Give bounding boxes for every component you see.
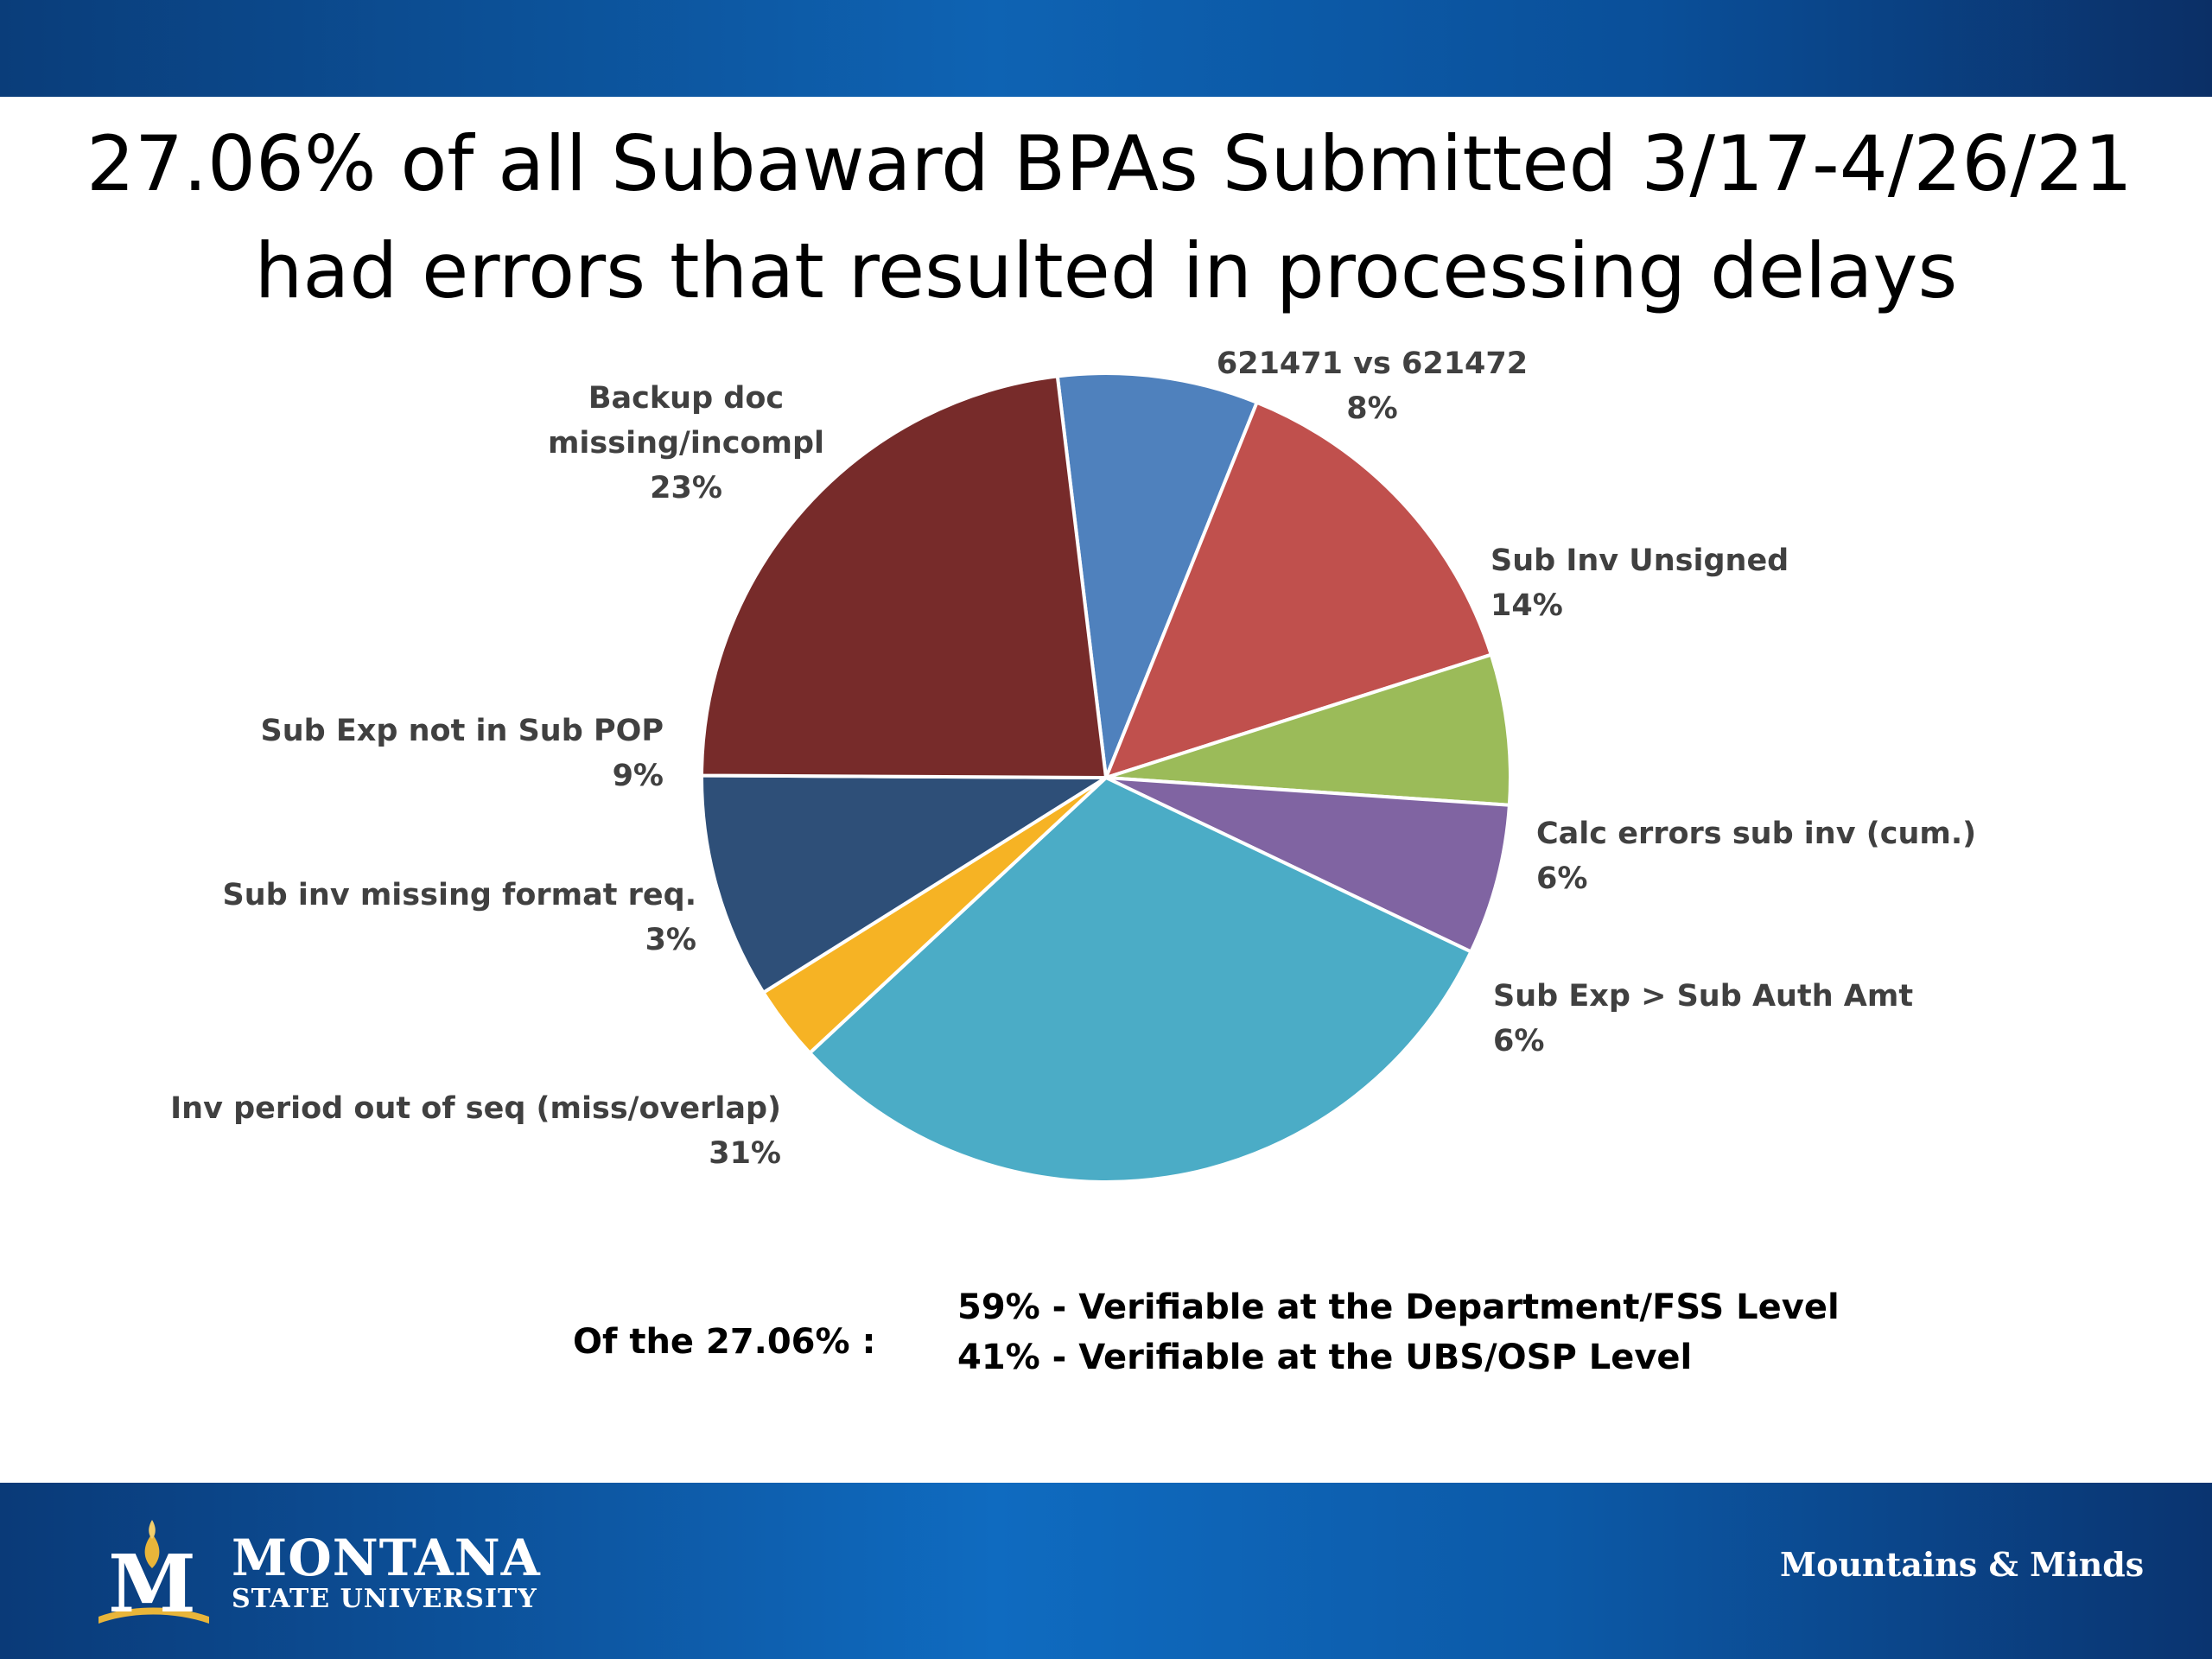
- pie-slice-3: [1105, 652, 1512, 807]
- data-label-3: Calc errors sub inv (cum.) 6%: [1536, 817, 1976, 896]
- data-label-2: Sub Inv Unsigned 14%: [1491, 543, 1789, 623]
- slide-title: 27.06% of all Subaward BPAs Submitted 3/…: [86, 111, 2133, 325]
- data-label-1: 621471 vs 621472 8%: [1217, 346, 1528, 426]
- pie-slices: [699, 372, 1512, 1184]
- summary-prefix: Of the 27.06% :: [573, 1322, 876, 1362]
- pie-labels: 621471 vs 621472 8% Sub Inv Unsigned 14% Cal…: [170, 346, 1976, 1171]
- data-label-8: Backup doc missing/incompl 23%: [548, 381, 824, 505]
- tagline: Mountains & Minds: [1780, 1545, 2145, 1584]
- data-label-5: Inv period out of seq (miss/overlap) 31%: [170, 1091, 781, 1171]
- top-banner: [0, 0, 2212, 97]
- pie-chart: 621471 vs 621472 8% Sub Inv Unsigned 14% Cal…: [170, 346, 1976, 1184]
- title-line-1: 27.06% of all Subaward BPAs Submitted 3/…: [86, 119, 2133, 208]
- data-label-7: Sub Exp not in Sub POP 9%: [261, 714, 664, 793]
- logo-letter: M: [108, 1537, 196, 1630]
- bottom-banner: [0, 1483, 2212, 1659]
- data-label-4: Sub Exp > Sub Auth Amt 6%: [1493, 979, 1913, 1058]
- summary-line-2: 41% - Verifiable at the UBS/OSP Level: [957, 1338, 1693, 1377]
- pie-slice-4: [1105, 776, 1512, 955]
- university-logo: M MONTANA STATE UNIVERSITY: [79, 1508, 546, 1637]
- data-label-6: Sub inv missing format req. 3%: [223, 878, 696, 957]
- title-line-2: had errors that resulted in processing d…: [254, 226, 1958, 315]
- pie-slice-1: [1055, 372, 1260, 779]
- logo-wordmark-line-1: MONTANA: [232, 1529, 541, 1587]
- pie-slice-5: [807, 775, 1474, 1184]
- summary-line-1: 59% - Verifiable at the Department/FSS L…: [957, 1287, 1840, 1327]
- pie-slice-8: [699, 374, 1109, 780]
- pie-slice-7: [699, 773, 1112, 995]
- logo-mark-icon: M: [99, 1520, 209, 1630]
- logo-wordmark-line-2: STATE UNIVERSITY: [232, 1584, 537, 1614]
